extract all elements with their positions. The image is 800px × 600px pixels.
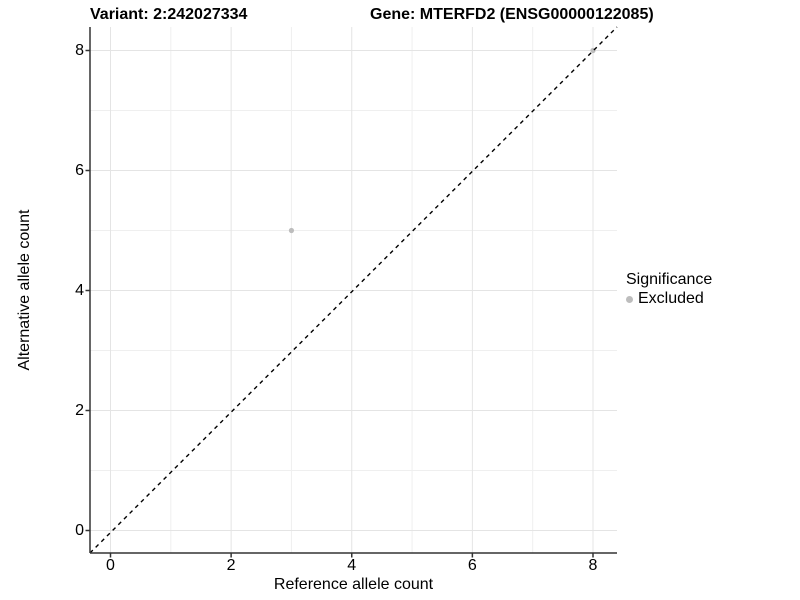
y-axis-title: Alternative allele count	[16, 209, 33, 371]
y-tick-label: 6	[75, 161, 84, 179]
variant-title: Variant: 2:242027334	[90, 6, 248, 23]
x-tick-label: 6	[467, 557, 477, 574]
y-tick-label: 2	[75, 401, 84, 419]
y-tick-label: 8	[75, 41, 84, 59]
x-axis-title: Reference allele count	[273, 576, 434, 593]
gene-title: Gene: MTERFD2 (ENSG00000122085)	[370, 6, 654, 23]
x-tick-label: 8	[588, 557, 598, 574]
legend-title: Significance	[626, 271, 713, 288]
data-point	[288, 227, 295, 234]
y-tick-label: 4	[75, 281, 84, 299]
legend-key-dot-icon	[626, 295, 633, 303]
y-tick-label: 0	[75, 521, 84, 539]
x-tick-label: 4	[347, 557, 357, 574]
legend-item-label: Excluded	[638, 290, 704, 307]
x-tick-label: 0	[106, 557, 115, 574]
legend: Significance Excluded	[626, 270, 712, 308]
x-tick-label: 2	[226, 557, 236, 574]
legend-item-excluded: Excluded	[626, 290, 712, 308]
